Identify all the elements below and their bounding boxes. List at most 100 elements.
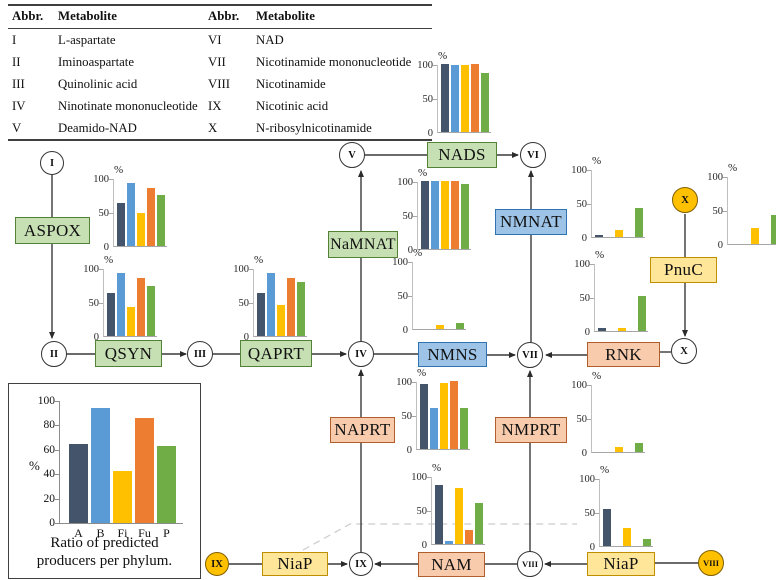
legend-bar-p bbox=[157, 446, 176, 523]
table-cell: L-aspartate bbox=[58, 32, 116, 47]
metabolite-node-vii: VII bbox=[517, 342, 543, 368]
bar-a bbox=[420, 181, 429, 249]
bar-a bbox=[106, 293, 115, 336]
legend-y-axis bbox=[59, 401, 60, 523]
axis-tick bbox=[427, 477, 431, 478]
metabolite-node-ii: II bbox=[41, 341, 67, 367]
axis-tick-label: 50 bbox=[576, 413, 588, 425]
axis-tick-label: 50 bbox=[98, 207, 110, 219]
axis-tick-label: 100 bbox=[571, 379, 587, 391]
bar-p bbox=[770, 215, 776, 244]
axis-tick-label: 50 bbox=[579, 292, 591, 304]
table-cell: Quinolinic acid bbox=[58, 76, 138, 91]
chart-nmprt bbox=[591, 385, 645, 453]
enzyme-box-nmprt: NMPRT bbox=[495, 417, 567, 443]
bar-b bbox=[444, 541, 453, 544]
axis-tick-label: 100 bbox=[579, 473, 595, 485]
enzyme-box-niap_r: NiaP bbox=[587, 552, 655, 576]
legend-ytick-label: 20 bbox=[43, 492, 56, 505]
axis-tick-label: 0 bbox=[717, 239, 723, 251]
enzyme-box-rnk: RNK bbox=[587, 342, 660, 367]
bar-b bbox=[126, 183, 135, 246]
enzyme-box-qaprt: QAPRT bbox=[240, 340, 312, 367]
axis-tick-label: 0 bbox=[402, 324, 408, 336]
axis-tick bbox=[590, 264, 594, 265]
enzyme-box-nam: NAM bbox=[418, 552, 485, 577]
bar-fi bbox=[439, 383, 448, 449]
bar-b bbox=[429, 408, 438, 449]
bar-fi bbox=[614, 230, 623, 237]
table-cell: VII bbox=[208, 54, 226, 69]
table-cell: VI bbox=[208, 32, 222, 47]
bar-a bbox=[594, 235, 603, 237]
table-header-cell: Abbr. bbox=[8, 5, 54, 29]
axis-unit-label: % bbox=[600, 464, 610, 476]
axis-tick-label: 0 bbox=[243, 331, 249, 343]
legend-ytick-label: 0 bbox=[49, 517, 55, 529]
axis-tick-label: 50 bbox=[416, 505, 428, 517]
axis-tick bbox=[249, 303, 253, 304]
bar-fi bbox=[440, 181, 449, 249]
axis-tick-label: 50 bbox=[576, 198, 588, 210]
legend-baseline bbox=[59, 523, 183, 524]
bar-b bbox=[116, 273, 125, 336]
legend-category-label: B bbox=[96, 526, 105, 540]
chart-aspox bbox=[113, 179, 167, 247]
axis-unit-label: % bbox=[418, 167, 428, 179]
table-cell: II bbox=[12, 54, 21, 69]
bar-p bbox=[156, 195, 165, 246]
enzyme-box-nmns: NMNS bbox=[418, 342, 487, 367]
legend-ytick bbox=[55, 523, 59, 524]
axis-tick-label: 100 bbox=[93, 173, 109, 185]
table-row: I L-aspartate VI NAD bbox=[8, 29, 432, 52]
metabolite-node-i: I bbox=[40, 151, 64, 175]
enzyme-box-pnuc: PnuC bbox=[650, 257, 717, 283]
table-cell: IX bbox=[208, 98, 222, 113]
table-cell: Ninotinate mononucleotide bbox=[58, 98, 198, 113]
axis-tick bbox=[587, 419, 591, 420]
bar-fu bbox=[450, 181, 459, 249]
chart-niap_r bbox=[599, 479, 653, 547]
axis-tick-label: 0 bbox=[93, 331, 99, 343]
bar-fu bbox=[464, 530, 473, 544]
axis-tick bbox=[433, 65, 437, 66]
axis-unit-label: % bbox=[254, 254, 264, 266]
axis-tick bbox=[412, 416, 416, 417]
axis-tick-label: 50 bbox=[712, 205, 724, 217]
legend-ytick bbox=[55, 449, 59, 451]
axis-tick-label: 100 bbox=[397, 176, 413, 188]
legend-ytick bbox=[55, 425, 59, 427]
axis-unit-label: % bbox=[413, 247, 423, 259]
legend-ytick-label: 80 bbox=[43, 419, 56, 432]
bar-fi bbox=[750, 228, 759, 244]
axis-tick bbox=[427, 511, 431, 512]
axis-tick bbox=[412, 382, 416, 383]
enzyme-box-aspox: ASPOX bbox=[15, 217, 90, 244]
axis-unit-label: % bbox=[114, 164, 124, 176]
bar-p bbox=[634, 443, 643, 452]
legend-bar-fu bbox=[135, 418, 154, 523]
chart-nmns bbox=[412, 262, 466, 330]
table-cell: I bbox=[12, 32, 17, 47]
table-row: IV Ninotinate mononucleotide IX Nicotinic a… bbox=[8, 95, 432, 117]
axis-tick bbox=[408, 262, 412, 263]
table-row: V Deamido-NAD X N-ribosylnicotinamide bbox=[8, 117, 432, 140]
metabolite-node-vi: VI bbox=[520, 142, 546, 168]
bar-a bbox=[602, 509, 611, 546]
legend-ytick-label: 60 bbox=[43, 443, 56, 456]
axis-tick-label: 0 bbox=[581, 232, 587, 244]
axis-tick-label: 100 bbox=[707, 171, 723, 183]
axis-unit-label: % bbox=[728, 162, 738, 174]
axis-tick-label: 50 bbox=[401, 410, 413, 422]
table-cell: N-ribosylnicotinamide bbox=[256, 120, 372, 135]
axis-unit-label: % bbox=[592, 155, 602, 167]
metabolite-node-x_w: X bbox=[671, 338, 697, 364]
axis-tick-label: 0 bbox=[584, 326, 590, 338]
bar-fi bbox=[126, 307, 135, 336]
bar-fu bbox=[136, 278, 145, 336]
axis-tick-label: 50 bbox=[397, 290, 409, 302]
bar-p bbox=[642, 539, 651, 546]
axis-unit-label: % bbox=[432, 462, 442, 474]
legend-category-label: Fu bbox=[138, 526, 151, 540]
metabolite-node-viii_w: VIII bbox=[517, 551, 543, 577]
